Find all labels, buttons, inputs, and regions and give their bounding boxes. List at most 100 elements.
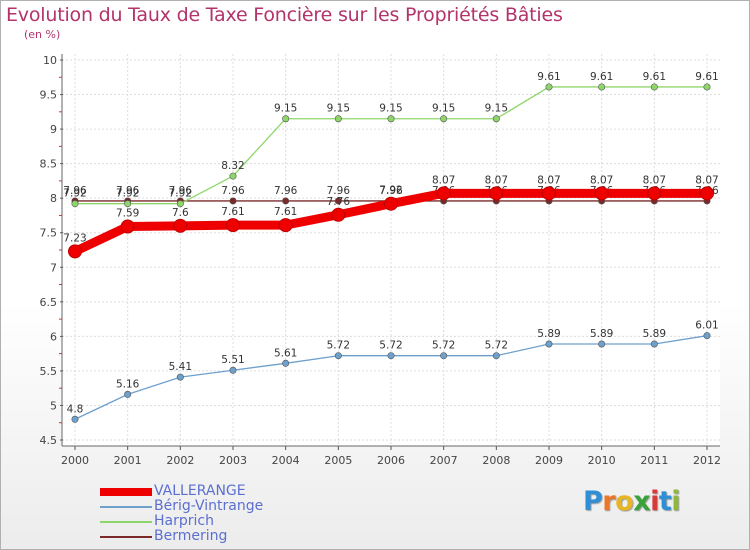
y-tick-label: 9.5 [40,89,58,102]
data-point-harprich [650,83,658,91]
data-label-bermering: 7.96 [221,185,245,197]
data-label-vallerange: 8.07 [590,174,613,186]
data-label-bermering: 7.96 [63,185,87,197]
data-label-harprich: 9.15 [485,103,508,115]
x-tick-label: 2006 [377,454,405,467]
data-label-berig-vintrange: 5.89 [590,328,613,340]
x-tick-label: 2012 [693,454,721,467]
legend-item: Bérig-Vintrange [100,498,360,514]
data-point-vallerange [226,218,240,233]
line-chart: 4.5 5 5.5 6 6.5 7 7.5 8 8.5 9 9.5 10 2000 2001 2002 200… [40,54,721,467]
logo-letter: o [615,486,634,517]
legend-swatch [100,488,152,496]
legend: VALLERANGE Bérig-Vintrange Harprich Bermeri… [100,483,360,544]
x-tick-label: 2010 [588,454,616,467]
data-label-harprich: 7.92 [169,188,192,200]
legend-label: Bérig-Vintrange [154,498,264,514]
data-point-berig-vintrange [440,352,448,360]
x-tick-label: 2000 [61,454,89,467]
data-label-bermering: 7.96 [327,185,351,197]
legend-swatch [100,536,152,538]
y-tick-label: 5.5 [40,365,58,378]
logo-letter: r [602,486,616,517]
data-point-harprich [282,115,290,123]
data-label-berig-vintrange: 5.72 [432,340,455,352]
data-point-berig-vintrange [176,373,184,381]
legend-item: Harprich [100,513,360,529]
data-label-berig-vintrange: 5.89 [537,328,560,340]
data-label-harprich: 9.61 [643,71,666,83]
data-label-harprich: 8.32 [221,160,244,172]
data-point-vallerange [436,186,451,201]
data-point-harprich [71,200,79,208]
data-point-harprich [176,200,184,208]
x-tick-label: 2002 [166,454,194,467]
logo-letter: i [650,486,659,517]
data-point-bermering [282,197,290,205]
data-point-berig-vintrange [124,390,132,398]
data-label-vallerange: 7.76 [327,196,351,208]
data-label-bermering: 7.96 [379,185,403,197]
chart-title: Evolution du Taux de Taxe Foncière sur l… [6,4,563,26]
data-label-vallerange: 8.07 [643,174,666,186]
legend-swatch [100,506,152,508]
data-label-harprich: 9.15 [379,103,402,115]
y-tick-label: 8 [50,192,57,205]
data-point-vallerange [173,218,188,233]
data-label-harprich: 9.15 [274,103,297,115]
data-label-berig-vintrange: 5.61 [274,347,297,359]
data-label-vallerange: 8.07 [695,174,718,186]
data-point-berig-vintrange [229,366,237,374]
y-tick-label: 8.5 [40,158,58,171]
data-point-harprich [703,83,711,91]
x-tick-label: 2004 [272,454,300,467]
logo-letter: P [583,486,603,517]
data-point-vallerange [647,186,662,201]
data-point-vallerange [278,218,293,233]
legend-label: Harprich [154,513,214,529]
data-label-bermering: 7.96 [116,185,140,197]
data-label-vallerange: 7.61 [221,206,244,218]
data-point-bermering [229,197,237,205]
data-point-berig-vintrange [545,340,553,348]
y-tick-label: 7.5 [40,227,58,240]
data-label-berig-vintrange: 5.72 [327,340,350,352]
x-tick-label: 2008 [482,454,510,467]
data-label-vallerange: 7.92 [379,185,402,197]
data-label-vallerange: 7.59 [116,208,139,220]
data-label-berig-vintrange: 4.8 [67,403,84,415]
data-label-berig-vintrange: 5.72 [379,340,402,352]
data-point-vallerange [700,186,714,201]
y-tick-label: 9 [50,123,57,136]
data-point-berig-vintrange [71,415,79,423]
y-tick-label: 6.5 [40,296,58,309]
data-label-berig-vintrange: 5.41 [169,361,192,373]
data-label-bermering: 7.96 [274,185,298,197]
data-point-berig-vintrange [598,340,606,348]
x-tick-label: 2003 [219,454,247,467]
data-label-vallerange: 8.07 [485,174,508,186]
legend-swatch [100,521,152,523]
data-label-harprich: 9.15 [327,103,350,115]
data-label-berig-vintrange: 5.16 [116,378,140,390]
data-label-berig-vintrange: 5.72 [485,340,508,352]
data-label-harprich: 9.61 [537,71,560,83]
data-label-vallerange: 8.07 [432,174,455,186]
y-tick-label: 10 [43,54,57,67]
legend-item: VALLERANGE [100,483,360,499]
legend-item: Bermering [100,528,360,544]
data-point-berig-vintrange [282,359,290,367]
x-tick-label: 2005 [324,454,352,467]
data-label-berig-vintrange: 5.51 [221,354,244,366]
data-point-harprich [598,83,606,91]
data-label-harprich: 9.15 [432,103,455,115]
x-tick-label: 2001 [114,454,142,467]
data-point-berig-vintrange [492,352,500,360]
data-point-vallerange [68,244,82,259]
data-point-vallerange [384,196,398,211]
data-point-vallerange [331,207,346,222]
data-label-harprich: 9.61 [590,71,613,83]
data-label-harprich: 7.92 [63,188,86,200]
data-point-harprich [334,115,342,123]
data-point-harprich [545,83,553,91]
